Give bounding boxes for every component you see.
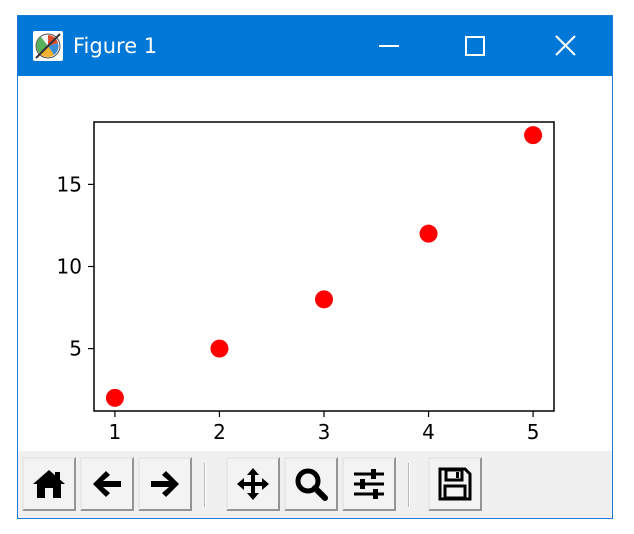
pan-button[interactable]: [226, 457, 280, 511]
figure-canvas[interactable]: 1 2 3 4 5 5 10 15: [18, 76, 612, 451]
x-tick-label: 3: [318, 420, 331, 444]
arrow-left-icon: [93, 471, 121, 497]
forward-button[interactable]: [138, 457, 192, 511]
y-tick-label: 5: [69, 337, 82, 361]
save-button[interactable]: [428, 457, 482, 511]
matplotlib-icon: [33, 31, 63, 61]
data-series: [105, 126, 543, 407]
home-button[interactable]: [22, 457, 76, 511]
x-tick-label: 2: [213, 420, 226, 444]
home-icon: [33, 470, 65, 498]
minimize-button[interactable]: [358, 16, 420, 76]
close-button[interactable]: [535, 16, 597, 76]
minimize-icon: [379, 45, 399, 47]
maximize-button[interactable]: [444, 16, 506, 76]
x-tick-label: 5: [527, 420, 540, 444]
y-tick-label: 15: [57, 172, 82, 196]
arrow-right-icon: [151, 471, 179, 497]
navigation-toolbar: [18, 451, 612, 518]
subplots-button[interactable]: [342, 457, 396, 511]
magnifier-icon: [295, 468, 328, 501]
move-icon: [237, 468, 269, 500]
toolbar-separator: [204, 463, 206, 507]
toolbar-separator: [408, 463, 410, 507]
window-title: Figure 1: [73, 34, 158, 58]
data-point: [315, 290, 333, 309]
data-point: [105, 388, 124, 407]
x-tick-label: 4: [422, 420, 435, 444]
data-point: [419, 224, 438, 243]
y-tick-label: 10: [57, 255, 82, 279]
x-tick-label: 1: [109, 420, 122, 444]
y-axis: 5 10 15: [57, 172, 94, 361]
sliders-icon: [354, 469, 384, 499]
zoom-button[interactable]: [284, 457, 338, 511]
x-axis: 1 2 3 4 5: [109, 411, 540, 444]
data-point: [210, 339, 229, 358]
floppy-disk-icon: [438, 467, 472, 501]
maximize-icon: [465, 36, 485, 56]
scatter-plot: 1 2 3 4 5 5 10 15: [57, 121, 555, 444]
figure-window: Figure 1 1 2 3 4 5 5 10 15: [17, 15, 613, 519]
axes-frame: [93, 121, 555, 412]
data-point: [524, 126, 543, 145]
close-icon: [555, 35, 576, 56]
back-button[interactable]: [80, 457, 134, 511]
title-bar[interactable]: Figure 1: [18, 16, 612, 76]
